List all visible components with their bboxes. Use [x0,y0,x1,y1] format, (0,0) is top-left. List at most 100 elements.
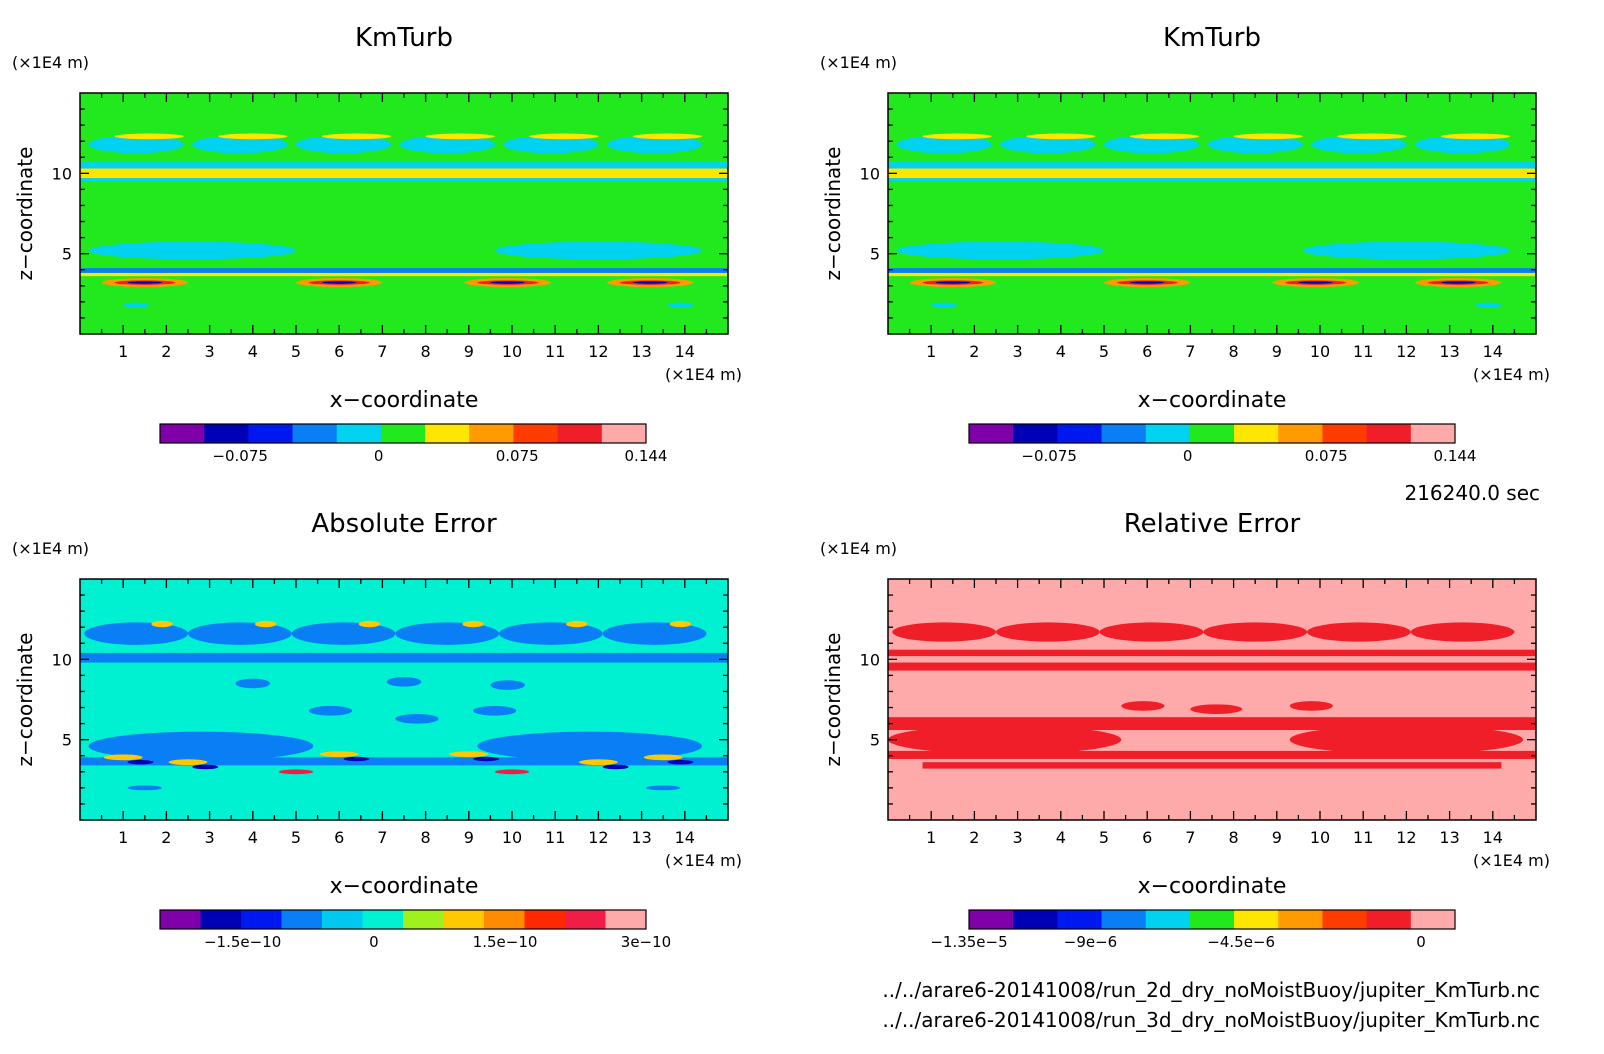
x-axis-label: x−coordinate [330,874,479,899]
field-contour [291,622,396,645]
x-unit-label: (×1E4 m) [1473,851,1550,870]
field-contour [1302,241,1511,260]
x-unit-label: (×1E4 m) [665,365,742,384]
field-contour [529,133,599,140]
field-contour [896,135,992,154]
x-tick-label: 1 [926,828,936,847]
field-contour [1099,622,1204,642]
colorbar-swatch [969,424,1014,443]
x-tick-label: 13 [1439,342,1459,361]
colorbar-swatch [1057,910,1103,929]
field-contour [188,622,292,645]
colorbar-swatch [1278,424,1323,443]
contour-field [888,133,1536,308]
colorbar-swatch [484,910,525,929]
colorbar-swatch [524,910,566,929]
colorbar-frame [159,909,647,930]
y-unit-label: (×1E4 m) [820,539,897,558]
field-contour [477,731,703,761]
field-contour [462,620,484,628]
field-contour [1121,701,1165,711]
field-contour [84,622,188,645]
field-contour [1233,133,1303,140]
chart-title: KmTurb [355,23,453,53]
field-contour [127,281,163,284]
field-contour [888,725,1122,755]
colorbar-swatch [336,424,382,443]
field-contour [888,750,1536,759]
colorbar-swatch [513,424,559,443]
field-contour [1289,701,1333,711]
x-tick-label: 11 [545,828,565,847]
field-contour [1129,133,1200,140]
contour-field [80,133,728,308]
x-tick-label: 9 [464,828,474,847]
y-axis-label: z−coordinate [821,633,845,767]
field-contour [192,135,288,154]
x-tick-label: 11 [545,342,565,361]
colorbar-swatch [160,910,201,929]
x-tick-label: 11 [1353,342,1373,361]
field-contour [473,705,517,716]
colorbar-swatch [1366,424,1412,443]
field-contour [127,759,154,765]
field-contour [888,178,1536,182]
colorbar-swatch [1145,424,1191,443]
x-tick-label: 6 [334,342,344,361]
field-contour [602,622,707,645]
y-tick-label: 10 [860,164,880,183]
field-contour [503,135,599,154]
x-tick-label: 6 [1142,342,1152,361]
field-contour [80,168,728,179]
x-tick-label: 14 [1483,828,1503,847]
colorbar-swatch [1101,424,1147,443]
field-contour [343,756,370,762]
x-tick-label: 8 [421,342,431,361]
x-tick-label: 3 [1013,342,1023,361]
colorbar-swatch [160,424,205,443]
field-contour [168,759,208,766]
x-tick-label: 7 [377,828,387,847]
x-tick-label: 5 [1099,828,1109,847]
chart-title: KmTurb [1163,23,1261,53]
field-contour [1203,622,1308,642]
colorbar-swatch [469,424,514,443]
colorbar-swatch [565,910,606,929]
field-contour [995,622,1100,642]
x-tick-label: 4 [1056,342,1066,361]
colorbar-swatch [1234,424,1279,443]
colorbar-swatch [969,910,1014,929]
field-contour [922,133,992,140]
field-contour [1026,133,1096,140]
colorbar-tick-label: 0.075 [496,447,539,465]
field-contour [1415,135,1511,154]
colorbar-swatch [403,910,444,929]
colorbar-swatch [281,910,323,929]
field-contour [892,622,996,642]
field-contour [1289,725,1524,755]
y-tick-label: 10 [52,164,72,183]
colorbar-frame [968,909,1456,930]
colorbar-swatch [248,424,294,443]
x-tick-label: 11 [1353,828,1373,847]
x-tick-label: 13 [1439,828,1459,847]
x-tick-label: 1 [118,828,128,847]
colorbar-tick-label: 3e−10 [621,933,671,951]
field-contour [888,168,1536,179]
field-contour [566,620,588,628]
colorbar-swatch [1322,424,1368,443]
colorbar-tick-label: 0.144 [1434,447,1477,465]
colorbar-tick-label: 0.075 [1305,447,1348,465]
x-tick-label: 5 [1099,342,1109,361]
field-contour [296,135,392,154]
field-contour [667,759,694,765]
field-contour [80,178,728,182]
field-contour [922,762,1502,769]
field-contour [607,135,703,154]
field-contour [321,281,357,284]
colorbar-swatch [1145,910,1191,929]
y-tick-label: 10 [860,650,880,669]
colorbar-swatch [443,910,485,929]
colorbar-swatch [425,424,470,443]
field-contour [1410,622,1515,642]
